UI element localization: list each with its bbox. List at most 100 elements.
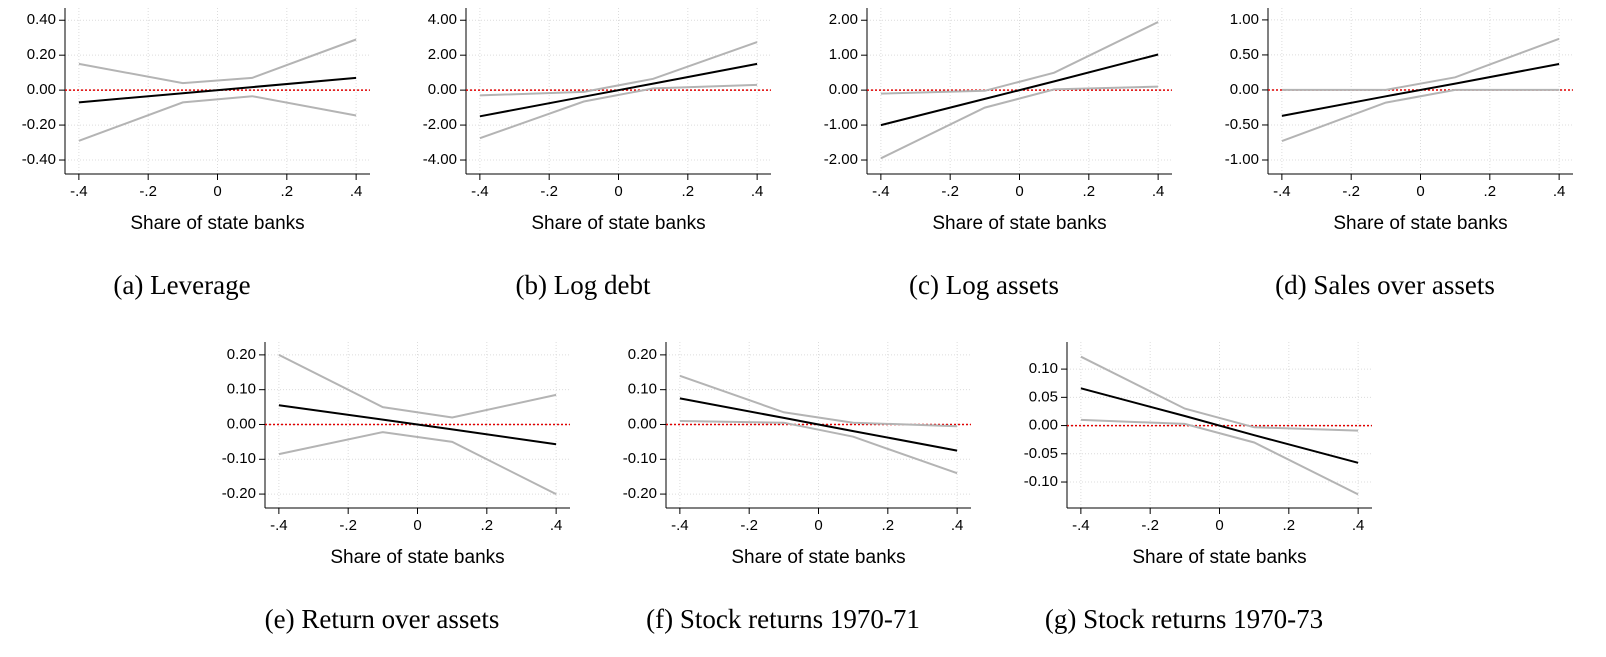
y-tick-label: -0.20 <box>22 116 56 133</box>
x-tick-label: -.2 <box>1141 517 1159 534</box>
caption: (a) Leverage <box>113 270 250 300</box>
y-tick-label: 0.00 <box>829 81 858 98</box>
y-tick-label: 0.00 <box>27 81 56 98</box>
y-tick-label: 2.00 <box>428 46 457 63</box>
x-tick-label: .2 <box>1283 517 1296 534</box>
y-tick-label: 0.10 <box>628 381 657 398</box>
series-line <box>278 431 557 495</box>
x-axis-label: Share of state banks <box>531 213 705 234</box>
caption: (d) Sales over assets <box>1275 270 1495 300</box>
x-axis-label: Share of state banks <box>731 547 905 568</box>
series-line <box>679 420 958 475</box>
x-tick-label: .4 <box>1352 517 1365 534</box>
y-tick-label: 0.10 <box>227 381 256 398</box>
series-line <box>1281 88 1560 143</box>
x-tick-label: -.2 <box>941 183 959 200</box>
x-axis-label: Share of state banks <box>932 213 1106 234</box>
x-tick-label: .2 <box>481 517 494 534</box>
x-tick-label: -.4 <box>70 183 88 200</box>
x-tick-label: .4 <box>1152 183 1165 200</box>
x-axis-label: Share of state banks <box>330 547 504 568</box>
caption: (e) Return over assets <box>265 604 500 634</box>
y-tick-label: -0.10 <box>222 450 256 467</box>
y-tick-label: -0.40 <box>22 151 56 168</box>
y-tick-label: 0.00 <box>227 415 256 432</box>
series-line <box>78 95 357 142</box>
y-tick-label: -4.00 <box>423 151 457 168</box>
x-tick-label: 0 <box>413 517 421 534</box>
y-tick-label: -0.10 <box>1024 473 1058 490</box>
x-tick-label: -.2 <box>339 517 357 534</box>
caption: (b) Log debt <box>516 270 651 300</box>
y-tick-label: 0.20 <box>227 346 256 363</box>
y-tick-label: 0.40 <box>27 11 56 28</box>
series-line <box>880 85 1159 160</box>
x-tick-label: -.2 <box>740 517 758 534</box>
y-tick-label: 0.00 <box>1230 81 1259 98</box>
y-tick-label: 0.05 <box>1029 388 1058 405</box>
x-tick-label: .4 <box>751 183 764 200</box>
x-tick-label: -.4 <box>671 517 689 534</box>
y-tick-label: 1.00 <box>1230 11 1259 28</box>
y-tick-label: -0.20 <box>623 485 657 502</box>
series-line <box>880 53 1159 127</box>
x-axis-label: Share of state banks <box>1132 547 1306 568</box>
x-tick-label: .4 <box>550 517 563 534</box>
x-tick-label: .2 <box>1484 183 1497 200</box>
x-axis-label: Share of state banks <box>130 213 304 234</box>
y-tick-label: -1.00 <box>824 116 858 133</box>
x-tick-label: .2 <box>281 183 294 200</box>
x-tick-label: 0 <box>1015 183 1023 200</box>
x-tick-label: 0 <box>213 183 221 200</box>
y-tick-label: 4.00 <box>428 11 457 28</box>
x-tick-label: .2 <box>1083 183 1096 200</box>
series-line <box>479 83 758 140</box>
x-tick-label: .2 <box>882 517 895 534</box>
y-tick-label: 1.00 <box>829 46 858 63</box>
y-tick-label: 0.00 <box>428 81 457 98</box>
y-tick-label: -2.00 <box>423 116 457 133</box>
x-tick-label: -.2 <box>139 183 157 200</box>
y-tick-label: -0.05 <box>1024 445 1058 462</box>
y-tick-label: -1.00 <box>1225 151 1259 168</box>
series-line <box>278 354 557 419</box>
x-tick-label: -.4 <box>872 183 890 200</box>
series-line <box>679 397 958 452</box>
series-line <box>1080 387 1359 464</box>
series-line <box>278 404 557 446</box>
y-tick-label: 0.00 <box>1029 417 1058 434</box>
series-line <box>1281 63 1560 117</box>
x-tick-label: .4 <box>951 517 964 534</box>
x-tick-label: .4 <box>350 183 363 200</box>
y-tick-label: 0.20 <box>27 46 56 63</box>
y-tick-label: -0.50 <box>1225 116 1259 133</box>
x-tick-label: -.4 <box>1072 517 1090 534</box>
series-line <box>679 374 958 428</box>
x-tick-label: -.4 <box>270 517 288 534</box>
y-tick-label: 0.20 <box>628 346 657 363</box>
x-tick-label: .2 <box>682 183 695 200</box>
series-line <box>880 21 1159 95</box>
x-tick-label: 0 <box>814 517 822 534</box>
x-tick-label: -.2 <box>1342 183 1360 200</box>
x-tick-label: -.2 <box>540 183 558 200</box>
x-tick-label: -.4 <box>1273 183 1291 200</box>
series-line <box>1080 355 1359 432</box>
caption: (f) Stock returns 1970-71 <box>646 604 920 634</box>
caption: (c) Log assets <box>909 270 1059 300</box>
series-line <box>1281 37 1560 91</box>
series-line <box>78 38 357 85</box>
series-line <box>479 62 758 118</box>
series-line <box>1080 418 1359 496</box>
series-line <box>479 41 758 97</box>
y-tick-label: -2.00 <box>824 151 858 168</box>
y-tick-label: 0.50 <box>1230 46 1259 63</box>
x-tick-label: 0 <box>614 183 622 200</box>
x-axis-label: Share of state banks <box>1333 213 1507 234</box>
x-tick-label: 0 <box>1416 183 1424 200</box>
series-line <box>78 76 357 104</box>
y-tick-label: -0.10 <box>623 450 657 467</box>
y-tick-label: -0.20 <box>222 485 256 502</box>
y-tick-label: 2.00 <box>829 11 858 28</box>
